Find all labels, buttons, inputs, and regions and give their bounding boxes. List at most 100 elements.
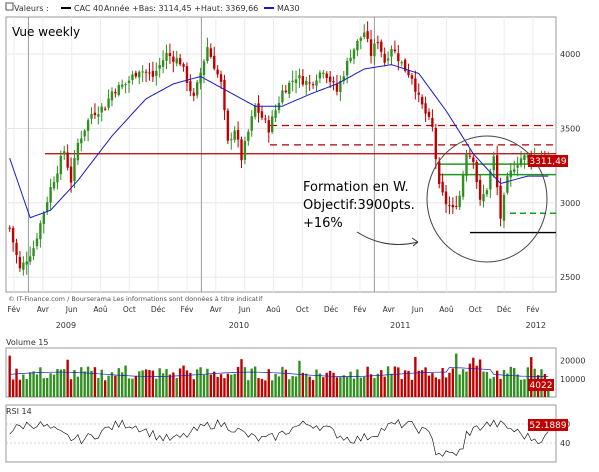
candle-body — [114, 92, 117, 94]
candle-body — [165, 52, 168, 61]
volume-bar — [127, 378, 131, 397]
x-month-label: Déc — [151, 305, 166, 314]
volume-bar — [134, 376, 138, 397]
volume-bar — [35, 374, 39, 397]
candle-body — [213, 55, 216, 69]
candle-body — [315, 80, 318, 86]
candle-body — [161, 60, 165, 67]
volume-bar — [325, 372, 328, 397]
copyright-text: © IT-Finance.com / Bourserama Les inform… — [8, 295, 263, 303]
volume-bar — [318, 373, 322, 397]
volume-bar — [288, 379, 291, 397]
header-checkbox-icon[interactable] — [5, 2, 14, 11]
volume-bar — [124, 365, 127, 397]
volume-bar — [403, 370, 407, 397]
rsi-line — [9, 419, 549, 457]
volume-bar — [100, 369, 103, 397]
volume-bar — [148, 369, 151, 397]
x-month-label: Oct — [296, 305, 309, 314]
rsi-last-text: 52.1889 — [529, 421, 566, 431]
candle-body — [407, 70, 410, 76]
candle-body — [107, 98, 110, 108]
volume-bar — [465, 371, 468, 397]
candle-body — [349, 57, 352, 62]
volume-bar — [151, 370, 155, 397]
volume-bar — [8, 355, 11, 397]
volume-bar — [131, 378, 134, 397]
candle-body — [506, 176, 509, 193]
volume-title: Volume 15 — [6, 338, 48, 347]
volume-bar — [15, 368, 18, 397]
volume-bar — [513, 367, 516, 397]
x-month-label: Avr — [37, 305, 50, 314]
volume-bar — [386, 366, 390, 397]
candle-body — [523, 155, 526, 160]
candle-body — [390, 49, 393, 57]
volume-bar — [226, 373, 230, 397]
candle-body — [366, 31, 369, 39]
candle-body — [298, 75, 301, 79]
x-month-label: Aoû — [266, 305, 281, 314]
volume-bar — [489, 378, 492, 397]
volume-bar — [305, 373, 308, 397]
volume-bar — [516, 374, 519, 397]
volume-bar — [359, 377, 363, 397]
volume-bar — [301, 372, 305, 397]
price-y-tick-label: 3500 — [560, 124, 580, 133]
candle-body — [66, 152, 69, 168]
candle-body — [199, 72, 202, 84]
volume-bar — [485, 371, 489, 397]
volume-bar — [455, 353, 458, 397]
volume-bar — [482, 371, 485, 397]
candle-body — [393, 49, 397, 52]
candle-body — [328, 76, 332, 82]
candle-body — [56, 173, 59, 183]
volume-bar — [22, 374, 25, 397]
x-month-label: Jun — [238, 305, 251, 314]
candle-body — [465, 153, 468, 176]
candle-body — [294, 79, 298, 83]
candle-body — [526, 155, 530, 158]
x-month-label: Fév — [8, 305, 22, 314]
candle-body — [284, 90, 288, 93]
candle-body — [226, 110, 230, 141]
volume-bar — [42, 378, 45, 397]
volume-bar — [441, 367, 444, 397]
volume-bar — [86, 366, 90, 397]
candle-body — [376, 42, 380, 44]
volume-bar — [410, 379, 414, 397]
volume-bar — [257, 378, 260, 397]
candle-body — [461, 174, 465, 197]
x-month-label: Jun — [411, 305, 424, 314]
volume-bar — [458, 374, 461, 397]
candle-body — [192, 92, 195, 96]
volume-bar — [195, 369, 199, 397]
volume-bar — [11, 379, 15, 397]
candle-body — [414, 78, 417, 92]
volume-bar — [59, 369, 63, 397]
candle-body — [342, 76, 345, 82]
candle-body — [121, 84, 124, 87]
candle-body — [472, 157, 475, 163]
candle-body — [233, 130, 236, 140]
volume-bar — [250, 368, 253, 397]
volume-bar — [69, 379, 73, 397]
candle-body — [308, 82, 311, 84]
volume-bar — [121, 372, 124, 397]
volume-bar — [499, 378, 502, 397]
vue-weekly-label: Vue weekly — [12, 25, 80, 39]
volume-bar — [322, 377, 325, 397]
w-formation-circle — [426, 135, 548, 263]
candle-body — [482, 194, 485, 202]
volume-bar — [233, 373, 236, 397]
candle-body — [305, 80, 308, 86]
volume-bar — [526, 367, 530, 397]
candle-body — [420, 96, 424, 105]
volume-bar — [155, 378, 158, 397]
candle-body — [448, 205, 451, 207]
annotation-arrow-head — [411, 237, 419, 247]
candle-body — [438, 161, 441, 184]
candles — [8, 21, 550, 276]
volume-bar — [223, 378, 226, 397]
volume-bar — [274, 373, 277, 397]
